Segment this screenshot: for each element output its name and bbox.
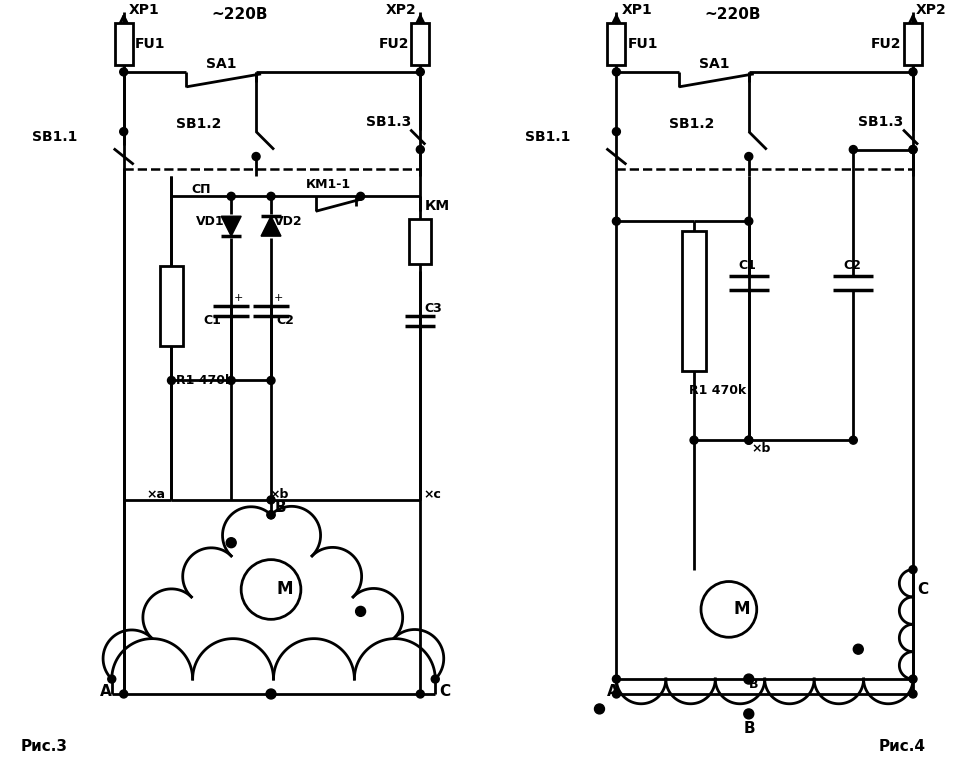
Circle shape: [416, 690, 424, 698]
Text: КМ1-1: КМ1-1: [306, 178, 351, 191]
Circle shape: [612, 675, 619, 683]
Circle shape: [612, 218, 619, 225]
Circle shape: [743, 674, 753, 684]
Text: FU1: FU1: [135, 37, 165, 51]
Text: XP2: XP2: [385, 3, 416, 17]
Circle shape: [119, 127, 128, 136]
Circle shape: [356, 606, 365, 616]
Text: M: M: [733, 601, 749, 618]
Text: Рис.3: Рис.3: [21, 739, 67, 754]
Text: ~220В: ~220В: [703, 7, 760, 22]
Circle shape: [119, 690, 128, 698]
Text: FU2: FU2: [378, 37, 408, 51]
Circle shape: [908, 675, 916, 683]
Text: M: M: [276, 580, 293, 598]
Text: XP1: XP1: [620, 3, 652, 17]
Text: FU1: FU1: [626, 37, 658, 51]
Text: SB1.3: SB1.3: [858, 115, 903, 129]
Text: SB1.1: SB1.1: [525, 130, 570, 144]
Text: ×a: ×a: [147, 489, 165, 501]
Bar: [607, 23, 624, 65]
Bar: [159, 266, 184, 346]
Circle shape: [226, 538, 235, 548]
Text: +: +: [274, 293, 283, 303]
Text: FU2: FU2: [871, 37, 901, 51]
Text: СП: СП: [191, 183, 211, 196]
Bar: [681, 232, 705, 371]
Text: SB1.2: SB1.2: [668, 117, 714, 131]
Circle shape: [744, 152, 752, 161]
Circle shape: [267, 377, 275, 385]
Text: ×c: ×c: [423, 489, 441, 501]
Circle shape: [267, 496, 275, 503]
Bar: [411, 23, 429, 65]
Circle shape: [612, 127, 619, 136]
Circle shape: [357, 193, 364, 200]
Polygon shape: [261, 216, 280, 236]
Text: A: A: [606, 684, 617, 699]
Circle shape: [612, 68, 619, 76]
Circle shape: [908, 690, 916, 698]
Circle shape: [267, 193, 275, 200]
Text: R1 470k: R1 470k: [689, 384, 745, 397]
Circle shape: [107, 675, 115, 683]
Circle shape: [908, 145, 916, 154]
Text: SB1.3: SB1.3: [365, 115, 410, 129]
Circle shape: [594, 704, 604, 714]
Circle shape: [267, 510, 275, 519]
Text: ~220В: ~220В: [211, 7, 268, 22]
Text: XP1: XP1: [129, 3, 159, 17]
Text: C2: C2: [842, 260, 861, 273]
Text: Рис.4: Рис.4: [877, 739, 924, 754]
Circle shape: [252, 152, 260, 161]
Circle shape: [267, 510, 275, 519]
Bar: [114, 23, 133, 65]
Text: B: B: [748, 678, 757, 691]
Text: SA1: SA1: [206, 57, 236, 71]
Text: R1 470k: R1 470k: [176, 374, 234, 387]
Circle shape: [744, 218, 752, 225]
Text: A: A: [100, 684, 111, 699]
Circle shape: [227, 377, 234, 385]
Text: ×b: ×b: [269, 489, 288, 501]
Text: C1: C1: [738, 260, 756, 273]
Text: C3: C3: [424, 302, 442, 315]
Circle shape: [908, 145, 916, 154]
Circle shape: [612, 690, 619, 698]
Text: VD1: VD1: [196, 214, 225, 228]
Text: B: B: [275, 500, 286, 515]
Text: SB1.2: SB1.2: [176, 117, 222, 131]
Bar: [903, 23, 921, 65]
Circle shape: [848, 436, 857, 444]
Text: КМ: КМ: [424, 199, 449, 213]
Text: C: C: [439, 684, 449, 699]
Text: C: C: [916, 582, 927, 597]
Circle shape: [119, 68, 128, 76]
Text: +: +: [234, 293, 243, 303]
Text: ×b: ×b: [751, 441, 770, 455]
Circle shape: [431, 675, 439, 683]
Text: VD2: VD2: [274, 214, 302, 228]
Text: C2: C2: [276, 314, 293, 327]
Text: SA1: SA1: [699, 57, 729, 71]
Circle shape: [227, 193, 234, 200]
Circle shape: [266, 689, 276, 699]
Text: B: B: [743, 721, 754, 737]
Text: XP2: XP2: [915, 3, 946, 17]
Polygon shape: [221, 216, 241, 236]
Circle shape: [416, 145, 424, 154]
Text: C1: C1: [203, 314, 221, 327]
Circle shape: [908, 566, 916, 573]
Text: SB1.1: SB1.1: [32, 130, 77, 144]
Circle shape: [908, 68, 916, 76]
Circle shape: [690, 436, 698, 444]
Circle shape: [852, 644, 863, 654]
Circle shape: [848, 145, 857, 154]
Circle shape: [744, 436, 752, 444]
Circle shape: [167, 377, 175, 385]
Circle shape: [416, 68, 424, 76]
Bar: [409, 218, 431, 263]
Circle shape: [743, 709, 753, 719]
Circle shape: [744, 436, 752, 444]
